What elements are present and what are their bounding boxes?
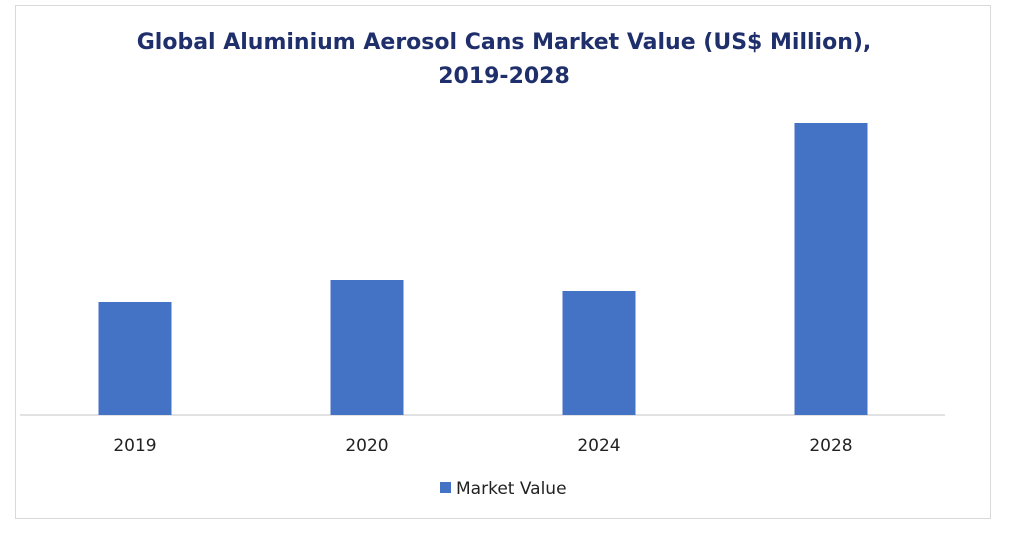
x-tick-label: 2019: [113, 436, 156, 456]
bar: [794, 123, 868, 415]
x-tick-label: 2020: [345, 436, 388, 456]
x-tick-label: 2028: [809, 436, 852, 456]
chart-frame: [15, 5, 991, 519]
legend-label: Market Value: [456, 479, 567, 499]
x-tick-label: 2024: [577, 436, 620, 456]
chart-title: Global Aluminium Aerosol Cans Market Val…: [136, 30, 872, 89]
bar: [330, 280, 404, 415]
bar: [562, 291, 636, 415]
bar: [98, 302, 172, 415]
legend-swatch: [440, 482, 451, 493]
